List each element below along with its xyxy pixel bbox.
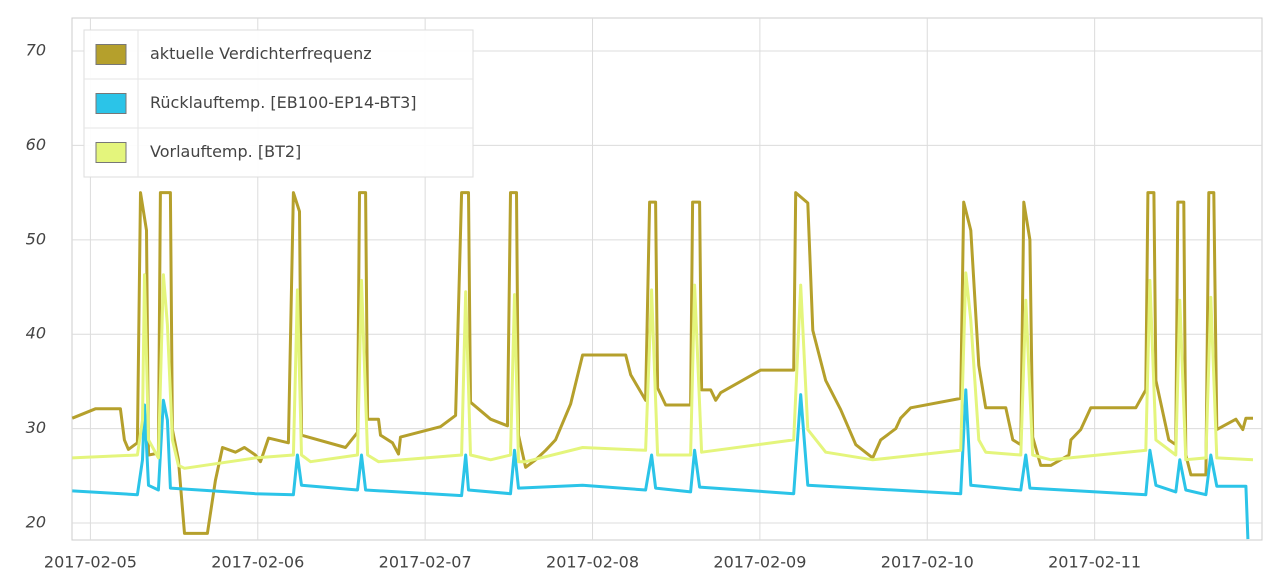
data-line (72, 388, 1250, 540)
legend-swatch (95, 44, 127, 65)
x-tick-label: 2017-02-08 (546, 553, 639, 572)
legend-swatch (95, 142, 127, 163)
x-tick-label: 2017-02-07 (379, 553, 472, 572)
y-tick-label: 50 (26, 229, 46, 248)
legend-label: Rücklauftemp. [EB100-EP14-BT3] (150, 93, 417, 112)
data-line (72, 271, 1254, 470)
y-tick-label: 30 (26, 418, 46, 437)
x-tick-label: 2017-02-09 (713, 553, 806, 572)
legend-label: Vorlauftemp. [BT2] (150, 142, 301, 161)
legend-label: aktuelle Verdichterfrequenz (150, 44, 372, 63)
x-tick-label: 2017-02-10 (881, 553, 974, 572)
x-tick-label: 2017-02-11 (1048, 553, 1141, 572)
y-tick-label: 70 (26, 41, 46, 60)
x-tick-label: 2017-02-06 (211, 553, 304, 572)
y-tick-label: 20 (26, 513, 46, 532)
y-tick-label: 60 (26, 135, 46, 154)
legend-swatch (95, 93, 127, 114)
y-tick-label: 40 (26, 324, 46, 343)
x-tick-label: 2017-02-05 (44, 553, 137, 572)
legend-box (83, 29, 474, 178)
data-line (71, 191, 1253, 535)
